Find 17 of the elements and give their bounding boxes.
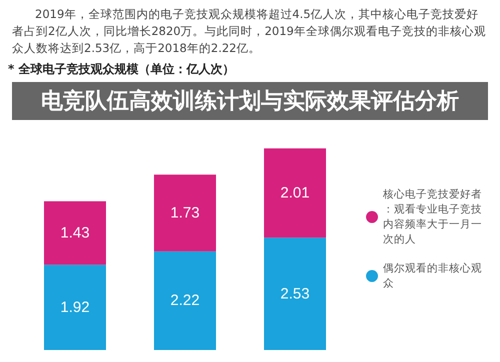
bar bbox=[264, 238, 326, 350]
data-label: 1.43 bbox=[60, 224, 90, 242]
bar bbox=[44, 201, 106, 265]
legend-label: 偶尔观看的非核心观众 bbox=[383, 262, 482, 290]
data-label: 1.73 bbox=[170, 204, 200, 222]
bar bbox=[154, 251, 216, 350]
bar bbox=[264, 148, 326, 238]
chart-subtitle: * 全球电子竞技观众规模（单位：亿人次） bbox=[7, 61, 236, 78]
text: 2019年，全球范围内的电子竞技观众规模将超过4.5亿人次，其中核心电子竞技爱好者占到2亿人次，同比增长2820万。与此同时，2019年全球偶尔观看电子竞技的非核心观众人数将达到2.53亿，高于2018年的2.22亿。 bbox=[11, 6, 487, 57]
data-label: 2.22 bbox=[170, 292, 200, 310]
bar bbox=[154, 174, 216, 252]
bar bbox=[44, 264, 106, 350]
data-label: 1.92 bbox=[60, 298, 90, 316]
data-label: 2.01 bbox=[280, 184, 310, 202]
data-label: 2.53 bbox=[280, 285, 310, 302]
legend-label: 核心电子竞技爱好者：观看专业电子竞技内容频率大于一月一次的人 bbox=[382, 188, 482, 246]
chart-title: 电竞队伍高效训练计划与实际效果评估分析 bbox=[12, 82, 488, 120]
